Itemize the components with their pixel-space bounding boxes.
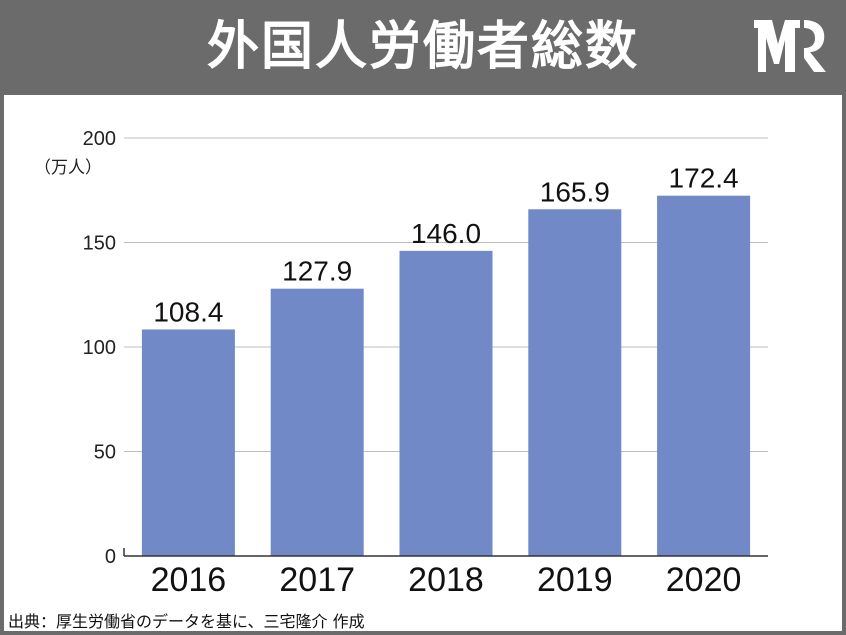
y-tick-label: 200 bbox=[83, 128, 116, 150]
x-tick-label: 2017 bbox=[279, 561, 355, 595]
y-tick-label: 100 bbox=[83, 337, 116, 359]
data-label: 172.4 bbox=[669, 163, 739, 194]
axes: 0 50 100 150 200 2016 2017 2018 2019 2020 bbox=[83, 128, 768, 595]
data-label: 146.0 bbox=[411, 218, 481, 249]
source-note: 出典：厚生労働省のデータを基に、三宅隆介 作成 bbox=[8, 612, 365, 631]
y-tick-label: 150 bbox=[83, 233, 116, 255]
data-label: 108.4 bbox=[153, 296, 223, 327]
x-tick-label: 2016 bbox=[151, 561, 227, 595]
y-tick-label: 50 bbox=[94, 442, 116, 464]
data-label: 165.9 bbox=[540, 176, 610, 207]
x-tick-label: 2018 bbox=[408, 561, 484, 595]
bar-2018 bbox=[399, 250, 493, 557]
y-tick-label: 0 bbox=[105, 546, 116, 568]
x-tick-label: 2020 bbox=[666, 561, 742, 595]
data-label: 127.9 bbox=[282, 256, 352, 287]
brand-logo-icon bbox=[754, 20, 826, 72]
bar-2019 bbox=[528, 209, 622, 557]
bar-2016 bbox=[141, 329, 235, 556]
bars: 108.4 127.9 146.0 165.9 172.4 bbox=[141, 163, 751, 557]
page-title: 外国人労働者総数 bbox=[206, 17, 639, 77]
bar-chart: 108.4 127.9 146.0 165.9 172.4 0 50 100 150 200 20… bbox=[34, 128, 768, 595]
y-axis-unit-label: （万人） bbox=[34, 158, 102, 178]
bar-2017 bbox=[270, 288, 364, 556]
title-bar: 外国人労働者総数 bbox=[0, 0, 846, 95]
bar-2020 bbox=[657, 195, 751, 556]
x-tick-label: 2019 bbox=[537, 561, 613, 595]
